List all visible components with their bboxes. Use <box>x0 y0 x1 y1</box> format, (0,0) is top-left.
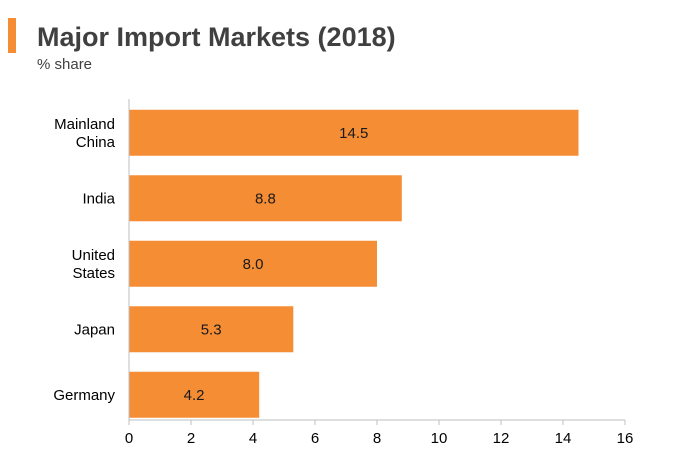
category-label-mainland-china: Mainland China <box>54 116 116 151</box>
chart-title: Major Import Markets (2018) <box>37 22 396 52</box>
category-label-line: States <box>72 265 115 282</box>
category-label-japan: Japan <box>74 321 115 338</box>
x-tick-label-8: 8 <box>373 430 381 447</box>
data-label-mainland-china: 14.5 <box>339 125 368 142</box>
category-label-india: India <box>82 190 115 207</box>
x-tick-label-12: 12 <box>493 430 510 447</box>
x-tick-label-2: 2 <box>187 430 195 447</box>
data-label-india: 8.8 <box>255 190 276 207</box>
bar-mainland-china <box>129 109 579 156</box>
x-tick-label-0: 0 <box>125 430 133 447</box>
category-label-line: United <box>72 247 115 264</box>
category-label-united-states: United States <box>72 247 115 282</box>
bar-india <box>129 175 402 222</box>
x-tick-label-10: 10 <box>431 430 448 447</box>
x-tick-label-4: 4 <box>249 430 257 447</box>
category-label-germany: Germany <box>53 387 115 404</box>
category-label-line: Japan <box>74 321 115 338</box>
bar-japan <box>129 306 294 353</box>
bar-germany <box>129 371 260 418</box>
x-tick-label-14: 14 <box>555 430 572 447</box>
category-label-line: India <box>82 190 115 207</box>
data-label-united-states: 8.0 <box>243 256 264 273</box>
data-label-japan: 5.3 <box>201 321 222 338</box>
category-label-line: China <box>76 134 116 151</box>
category-label-line: Mainland <box>54 116 115 133</box>
category-labels: Mainland China India United States Japan Germa… <box>53 116 115 404</box>
bar-united-states <box>129 240 377 287</box>
x-tick-label-16: 16 <box>617 430 634 447</box>
chart-subtitle: % share <box>37 56 93 73</box>
x-axis: 0 2 4 6 8 10 12 14 16 <box>125 99 634 447</box>
bars-layer: 14.5 8.8 8.0 5.3 4.2 <box>129 109 579 418</box>
category-label-line: Germany <box>53 387 115 404</box>
data-label-germany: 4.2 <box>184 387 205 404</box>
x-tick-label-6: 6 <box>311 430 319 447</box>
title-accent-bar <box>8 18 16 53</box>
